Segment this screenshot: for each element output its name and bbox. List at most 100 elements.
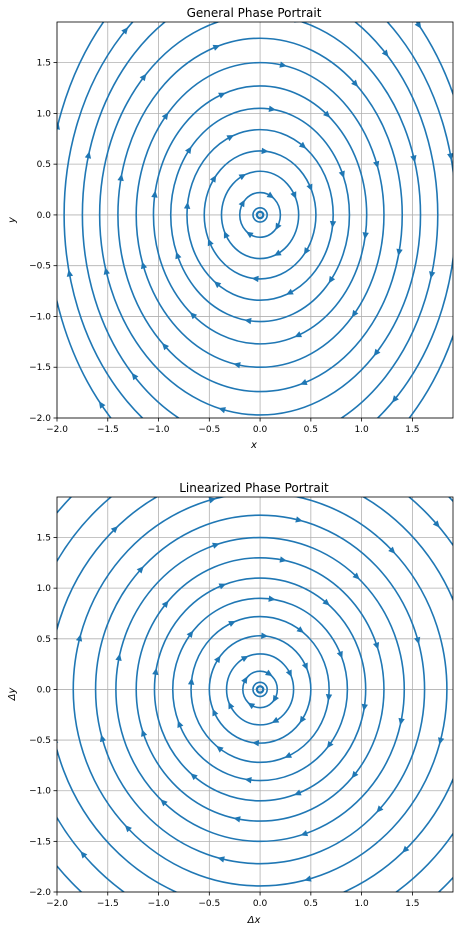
streamline-arrow — [322, 598, 330, 606]
streamline-arrow — [244, 317, 252, 325]
streamline-arrow — [293, 789, 302, 796]
streamline-arrow — [0, 734, 2, 741]
streamline-arrow — [432, 520, 440, 528]
streamline-arrow — [296, 626, 305, 634]
streamline-arrow — [396, 248, 403, 257]
streamline-orbit — [208, 634, 312, 744]
x-tick-label: 1.5 — [405, 425, 419, 435]
streamline-arrow — [212, 708, 219, 717]
streamline-arrow — [175, 251, 182, 260]
chart-title: Linearized Phase Portrait — [179, 481, 329, 495]
streamline-arrow — [131, 372, 139, 381]
streamline-arrow — [303, 247, 311, 255]
streamline-orbit — [135, 556, 385, 822]
streamline-arrow — [261, 632, 269, 639]
streamline-orbit — [81, 22, 439, 418]
streamline-orbit — [153, 577, 367, 802]
y-axis-label: y — [7, 216, 18, 224]
y-tick-label: 0.0 — [37, 685, 52, 695]
streamline-arrow — [286, 288, 294, 295]
streamline-arrow — [279, 556, 287, 563]
x-tick-label: −0.5 — [198, 425, 220, 435]
streamline-arrow — [275, 222, 282, 231]
streamline-arrow — [151, 190, 158, 198]
streamline-arrow — [295, 516, 303, 523]
streamline-arrow — [273, 249, 282, 256]
streamline-arrow — [207, 238, 214, 247]
streamline-orbit — [252, 681, 268, 698]
streamline-arrow — [351, 770, 359, 779]
y-axis-ticks: −2.0 −1.5 −1.0 −0.5 0.0 0.5 1.0 1.5 — [29, 59, 57, 424]
streamline-arrow — [161, 600, 169, 608]
streamline-orbit — [135, 61, 385, 369]
streamline-arrow — [226, 135, 235, 142]
x-tick-label: −0.5 — [198, 899, 220, 909]
streamline-arrow — [402, 845, 410, 853]
streamline-arrow — [338, 170, 345, 179]
streamline-orbit — [238, 191, 282, 239]
streamline-arrow — [300, 830, 309, 837]
streamline-orbit — [98, 22, 422, 416]
streamline-arrow — [110, 525, 119, 534]
x-axis-ticks: −2.0 −1.5 −1.0 −0.5 0.0 0.5 1.0 1.5 — [46, 892, 420, 909]
y-tick-label: −2.0 — [29, 888, 51, 898]
equilibrium-point — [255, 210, 265, 220]
streamline-arrow — [381, 49, 389, 58]
streamline-arrow — [115, 653, 122, 661]
streamline-arrow — [298, 141, 307, 149]
streamline-arrow — [372, 642, 380, 650]
streamline-arrow — [398, 717, 405, 726]
x-tick-label: −2.0 — [46, 899, 68, 909]
streamline-arrow — [294, 331, 303, 338]
streamline-arrow — [346, 428, 354, 434]
streamline-arrow — [328, 275, 336, 284]
x-tick-label: 1.0 — [354, 899, 369, 909]
x-axis-label: Δx — [247, 915, 261, 926]
x-tick-label: −1.5 — [97, 899, 119, 909]
x-axis-ticks: −2.0 −1.5 −1.0 −0.5 0.0 0.5 1.0 1.5 — [46, 418, 420, 435]
streamline-arrow — [57, 122, 60, 130]
streamline-arrow — [271, 716, 280, 724]
streamline-arrow — [336, 650, 343, 659]
streamline-arrow — [247, 702, 256, 710]
streamline-arrow — [414, 636, 421, 645]
streamline-arrow — [265, 669, 273, 677]
y-tick-label: −1.0 — [29, 787, 51, 797]
streamline-arrow — [161, 342, 170, 351]
streamline-arrow — [84, 151, 92, 159]
streamline-arrow — [75, 634, 83, 642]
streamline-arrow — [284, 751, 292, 758]
streamline-arrow — [305, 928, 313, 933]
streamline-arrow — [136, 566, 144, 574]
x-axis-label: x — [250, 440, 257, 451]
streamline-arrow — [121, 27, 129, 35]
y-tick-label: −1.5 — [29, 363, 51, 373]
streamline-arrow — [212, 542, 220, 549]
streamline-arrow — [447, 153, 453, 161]
streamline-orbit — [152, 85, 368, 345]
chart-title: General Phase Portrait — [187, 6, 322, 20]
streamline-arrow — [233, 816, 241, 823]
y-tick-label: −1.5 — [29, 837, 51, 847]
general-phase-portrait-panel: General Phase Portrait −2.0 −1.5 −1.0 −0.5 0… — [7, 6, 454, 462]
streamline-arrow — [228, 621, 236, 627]
streamline-orbit — [94, 514, 426, 865]
streamline-arrow — [268, 595, 276, 602]
streamline-arrow — [306, 183, 313, 192]
y-tick-label: −2.0 — [29, 414, 51, 424]
streamlines — [57, 22, 453, 462]
streamline-arrow — [200, 456, 208, 462]
streamline-arrow — [140, 261, 148, 270]
plot-frame — [56, 21, 454, 419]
streamline-arrow — [152, 667, 159, 676]
streamline-arrow — [177, 720, 184, 729]
streamline-orbit — [186, 128, 334, 302]
x-tick-label: 0.0 — [253, 425, 268, 435]
streamline-arrow — [141, 729, 148, 737]
streamline-orbit — [72, 497, 448, 887]
streamline-arrow — [214, 655, 221, 664]
y-tick-label: 1.5 — [37, 534, 51, 544]
gridlines — [56, 22, 453, 419]
x-tick-label: −1.0 — [148, 899, 170, 909]
streamline-arrow — [373, 160, 380, 169]
